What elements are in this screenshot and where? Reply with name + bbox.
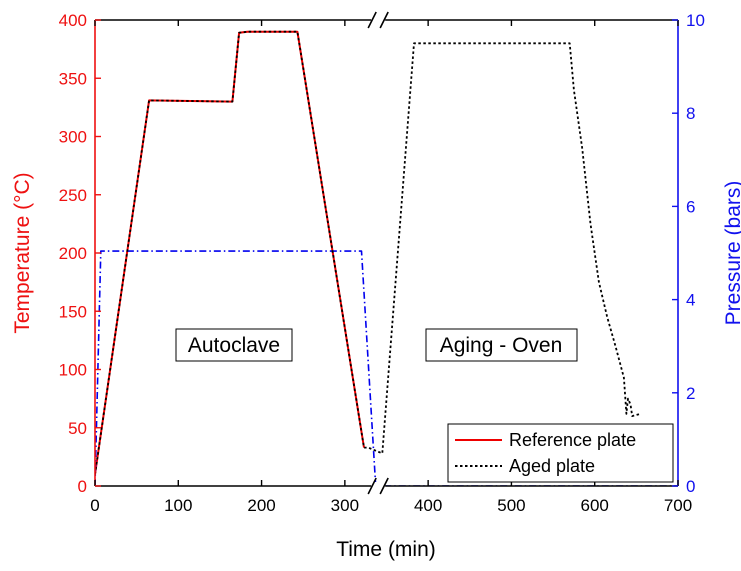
axis-break-gap-1 [371, 482, 386, 490]
axis-break-slash-a-1 [367, 477, 377, 495]
legend: Reference plate Aged plate [447, 423, 674, 483]
annotation-aging-oven-label: Aging - Oven [440, 334, 563, 357]
axis-break-slash-b-0 [379, 11, 389, 29]
y-right-tick-label-3: 6 [686, 197, 695, 216]
legend-box [447, 423, 674, 483]
legend-label-aged: Aged plate [509, 456, 595, 476]
annotation-aging-oven: Aging - Oven [425, 328, 578, 362]
x-tick-label-4: 400 [414, 496, 442, 515]
series-line-2 [95, 250, 678, 486]
y-left-tick-label-5: 250 [59, 186, 87, 205]
tick-layer: 0 100 200 300 400 500 600 700050100150200250300… [59, 11, 705, 515]
x-tick-label-1: 100 [164, 496, 192, 515]
x-tick-label-7: 700 [664, 496, 692, 515]
y-left-tick-label-4: 200 [59, 244, 87, 263]
annotation-autoclave-label: Autoclave [188, 334, 280, 357]
axis-break-slash-a-0 [367, 11, 377, 29]
y-right-axis-title: Pressure (bars) [722, 181, 741, 326]
annotation-autoclave-box [175, 328, 293, 362]
x-tick-label-6: 600 [581, 496, 609, 515]
axis-break-gap-0 [371, 16, 386, 24]
x-tick-label-3: 300 [331, 496, 359, 515]
y-left-tick-label-0: 0 [78, 477, 87, 496]
y-left-tick-label-3: 150 [59, 302, 87, 321]
x-tick-label-5: 500 [497, 496, 525, 515]
y-left-tick-label-7: 350 [59, 69, 87, 88]
y-left-tick-label-6: 300 [59, 128, 87, 147]
y-left-tick-label-8: 400 [59, 11, 87, 30]
x-tick-label-2: 200 [247, 496, 275, 515]
annotation-aging-oven-box [425, 328, 578, 362]
y-right-tick-label-0: 0 [686, 477, 695, 496]
x-axis-title: Time (min) [336, 538, 436, 561]
y-left-tick-label-1: 50 [68, 419, 87, 438]
series-layer [95, 30, 678, 486]
series-line-1 [95, 30, 641, 475]
y-right-tick-label-2: 4 [686, 291, 695, 310]
series-line-0 [95, 30, 365, 475]
legend-label-reference: Reference plate [509, 430, 636, 450]
axis-break [367, 11, 389, 495]
x-tick-label-0: 0 [90, 496, 99, 515]
axis-break-slash-b-1 [379, 477, 389, 495]
annotation-autoclave: Autoclave [175, 328, 293, 362]
y-left-axis-title: Temperature (°C) [11, 172, 34, 333]
y-right-tick-label-1: 2 [686, 384, 695, 403]
y-right-tick-label-4: 8 [686, 104, 695, 123]
y-left-tick-label-2: 100 [59, 361, 87, 380]
y-right-tick-label-5: 10 [686, 11, 705, 30]
